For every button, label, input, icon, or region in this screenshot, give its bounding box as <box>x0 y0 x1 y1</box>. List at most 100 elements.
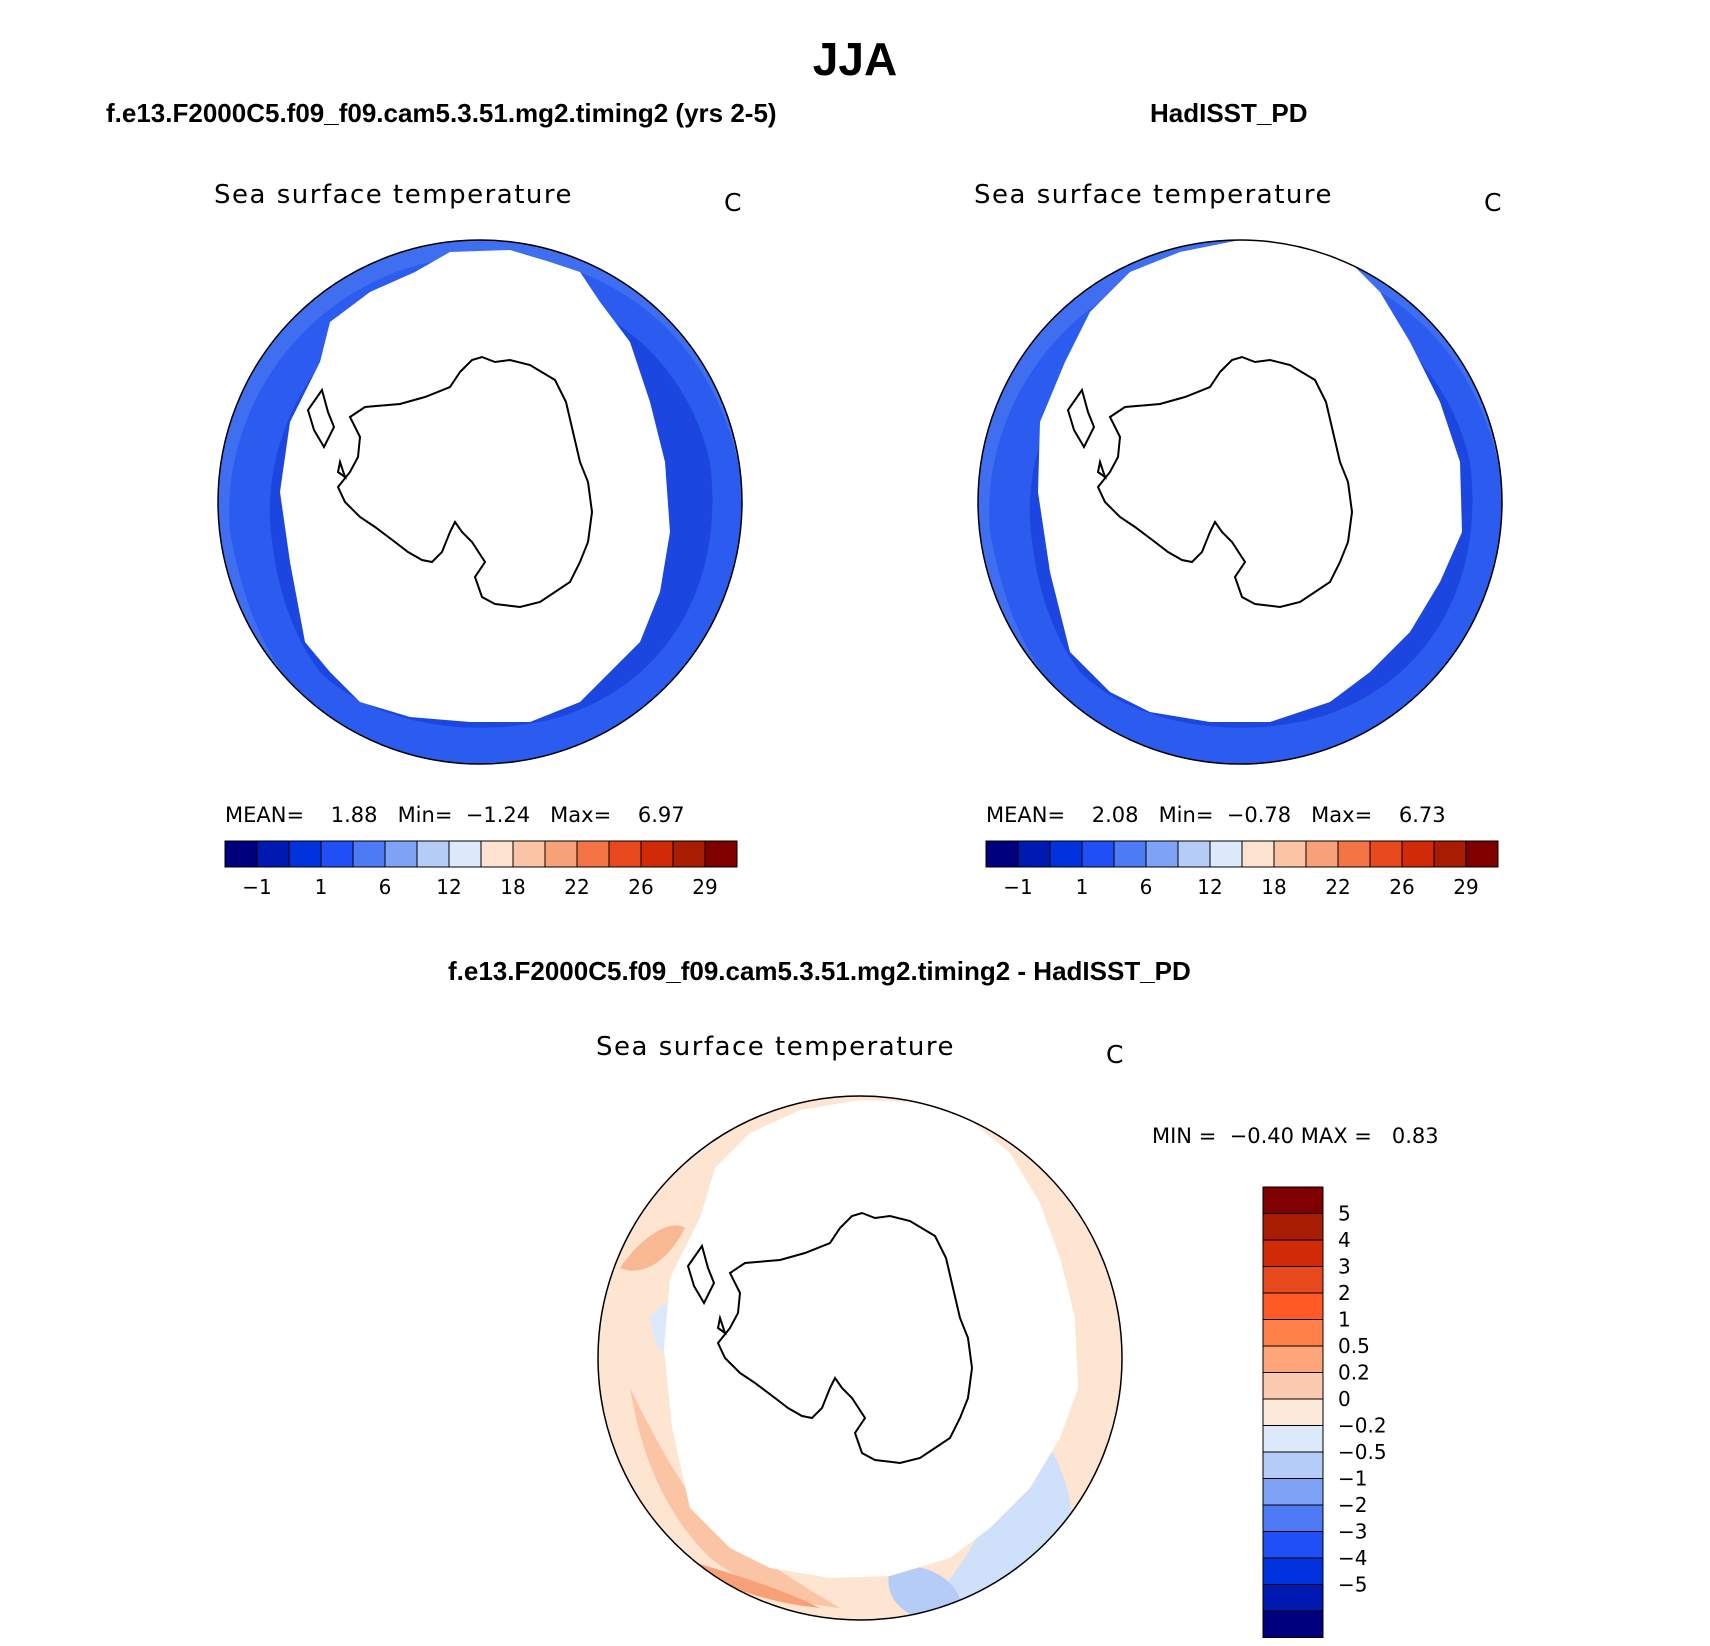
panel1-mean-value: 1.88 <box>330 803 378 827</box>
colorbar-tick-label: −5 <box>1338 1573 1367 1597</box>
colorbar-swatch <box>640 840 674 868</box>
diff-positive-region <box>620 1225 685 1271</box>
colorbar-swatch <box>704 840 738 868</box>
sea-ice-mask <box>1038 240 1462 722</box>
colorbar-tick-label: 2 <box>1338 1281 1351 1305</box>
colorbar-swatch <box>1262 1398 1324 1426</box>
panel1-min-label: Min= <box>397 803 453 827</box>
colorbar-swatch <box>1262 1345 1324 1373</box>
panel2-mean-label: MEAN= <box>986 803 1066 827</box>
colorbar-tick-label: 6 <box>1140 875 1153 899</box>
diff-units: C <box>1106 1040 1124 1069</box>
colorbar-tick-label: 29 <box>1453 875 1478 899</box>
colorbar-swatch <box>288 840 322 868</box>
colorbar-tick-label: 0.2 <box>1338 1361 1370 1385</box>
colorbar-swatch <box>1305 840 1339 868</box>
diff-min-label: MIN = <box>1152 1124 1217 1148</box>
map-boundary <box>217 239 743 765</box>
colorbar-tick-label: −4 <box>1338 1546 1367 1570</box>
colorbar-swatch <box>1081 840 1115 868</box>
colorbar-swatch <box>416 840 450 868</box>
colorbar-swatch <box>1262 1451 1324 1479</box>
colorbar-swatch <box>1262 1239 1324 1267</box>
panel1-mean-label: MEAN= <box>225 803 305 827</box>
colorbar-swatch <box>672 840 706 868</box>
panel1-min-value: −1.24 <box>465 803 531 827</box>
colorbar-tick-label: 1 <box>315 875 328 899</box>
colorbar-swatch <box>1262 1531 1324 1559</box>
colorbar-swatch <box>352 840 386 868</box>
colorbar-swatch <box>1113 840 1147 868</box>
colorbar-swatch <box>224 840 258 868</box>
colorbar-swatch <box>985 840 1019 868</box>
colorbar-tick-label: 18 <box>500 875 525 899</box>
colorbar-swatch <box>1262 1319 1324 1347</box>
colorbar-swatch <box>448 840 482 868</box>
panel2-max-value: 6.73 <box>1398 803 1446 827</box>
panel1-case-title: f.e13.F2000C5.f09_f09.cam5.3.51.mg2.timi… <box>106 98 777 128</box>
colorbar-tick-label: 29 <box>692 875 717 899</box>
colorbar-tick-label: −3 <box>1338 1520 1367 1544</box>
panel2-units: C <box>1484 188 1502 217</box>
colorbar-tick-label: −2 <box>1338 1493 1367 1517</box>
panel2-mean-value: 2.08 <box>1091 803 1139 827</box>
map-boundary <box>977 239 1503 765</box>
colorbar-swatch <box>1433 840 1467 868</box>
colorbar-swatch <box>1262 1584 1324 1612</box>
colorbar-swatch <box>1369 840 1403 868</box>
diff-case-title: f.e13.F2000C5.f09_f09.cam5.3.51.mg2.timi… <box>448 956 1191 986</box>
colorbar-tick-label: 18 <box>1261 875 1286 899</box>
colorbar-swatch <box>608 840 642 868</box>
colorbar-swatch <box>1273 840 1307 868</box>
diff-stats: MIN = −0.40 MAX = 0.83 <box>1152 1124 1439 1148</box>
colorbar-swatch <box>1017 840 1051 868</box>
colorbar-swatch <box>1262 1213 1324 1241</box>
colorbar-swatch <box>544 840 578 868</box>
colorbar-tick-label: −1 <box>1003 875 1032 899</box>
colorbar-swatch <box>1049 840 1083 868</box>
colorbar-swatch <box>1262 1425 1324 1453</box>
antarctica-coastline <box>686 1211 974 1465</box>
colorbar-tick-label: −1 <box>1338 1467 1367 1491</box>
colorbar-tick-label: 1 <box>1338 1308 1351 1332</box>
panel2-max-label: Max= <box>1311 803 1373 827</box>
figure-title: JJA <box>812 33 898 85</box>
diff-min-value: −0.40 <box>1229 1124 1295 1148</box>
colorbar-swatch <box>1337 840 1371 868</box>
colorbar-swatch <box>1262 1610 1324 1638</box>
panel1-variable-label: Sea surface temperature <box>214 180 573 210</box>
panel1-max-label: Max= <box>550 803 612 827</box>
diff-max-label: MAX = <box>1300 1124 1372 1148</box>
panel1-polar-map <box>217 239 743 765</box>
panel2-stats: MEAN= 2.08 Min= −0.78 Max= 6.73 <box>986 803 1446 827</box>
colorbar-swatch <box>1262 1292 1324 1320</box>
panel1-units: C <box>724 188 742 217</box>
panel2-min-label: Min= <box>1158 803 1214 827</box>
colorbar-tick-label: 0 <box>1338 1387 1351 1411</box>
diff-colorbar: 5 4 3 2 1 0.5 0.2 0 −0.2 −0.5 −1 −2 −3 −4 −5 <box>1262 1186 1422 1646</box>
panel2-min-value: −0.78 <box>1226 803 1292 827</box>
colorbar-tick-label: 26 <box>1389 875 1414 899</box>
colorbar-tick-label: 0.5 <box>1338 1334 1370 1358</box>
colorbar-swatch <box>1262 1186 1324 1214</box>
diff-polar-map <box>597 1095 1123 1621</box>
colorbar-swatch <box>1262 1266 1324 1294</box>
colorbar-swatch <box>1177 840 1211 868</box>
colorbar-swatch <box>1209 840 1243 868</box>
colorbar-swatch <box>384 840 418 868</box>
panel1-max-value: 6.97 <box>637 803 685 827</box>
colorbar-tick-label: 22 <box>564 875 589 899</box>
colorbar-swatch <box>1262 1504 1324 1532</box>
diff-positive-region <box>680 1558 820 1608</box>
colorbar-swatch <box>1401 840 1435 868</box>
diff-max-value: 0.83 <box>1391 1124 1439 1148</box>
colorbar-tick-label: −0.2 <box>1338 1414 1387 1438</box>
colorbar-tick-label: 3 <box>1338 1255 1351 1279</box>
colorbar-tick-label: 6 <box>379 875 392 899</box>
colorbar-tick-label: −1 <box>242 875 271 899</box>
colorbar-swatch <box>1262 1557 1324 1585</box>
colorbar-tick-label: 12 <box>1197 875 1222 899</box>
colorbar-tick-label: 12 <box>436 875 461 899</box>
antarctica-coastline <box>1066 355 1354 609</box>
colorbar-tick-label: 1 <box>1076 875 1089 899</box>
